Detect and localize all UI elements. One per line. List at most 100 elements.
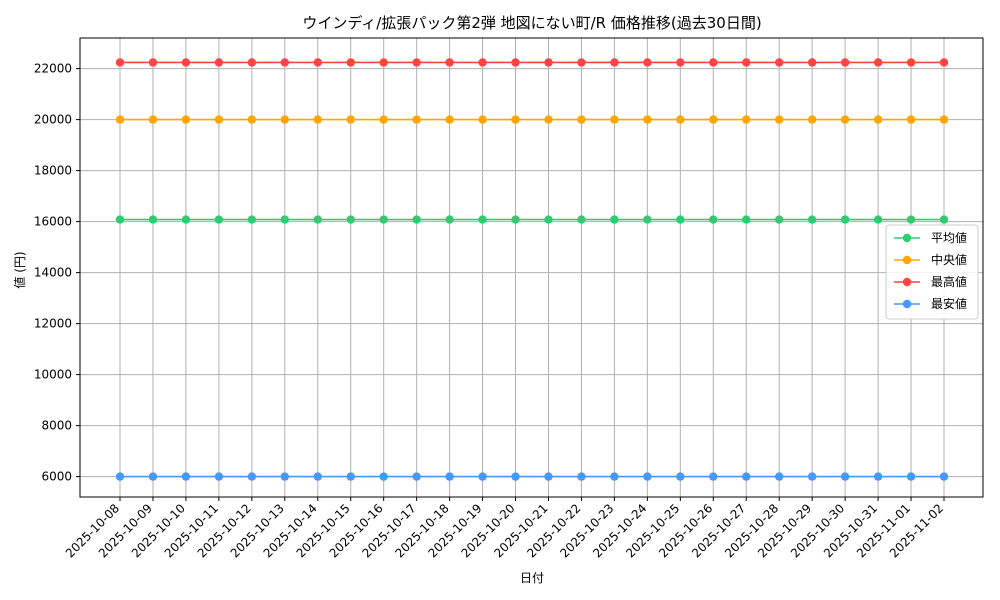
data-point bbox=[115, 115, 125, 124]
data-point bbox=[840, 115, 850, 124]
legend-item: 平均値 bbox=[894, 230, 967, 245]
data-point bbox=[676, 215, 685, 224]
legend-label: 中央値 bbox=[931, 252, 967, 267]
data-point bbox=[247, 472, 257, 481]
data-point bbox=[511, 58, 520, 67]
data-point bbox=[148, 472, 158, 481]
data-point bbox=[313, 215, 322, 224]
data-point bbox=[148, 115, 158, 124]
data-point bbox=[181, 215, 191, 224]
data-point bbox=[906, 215, 916, 224]
data-point bbox=[742, 58, 751, 67]
data-point bbox=[511, 115, 520, 124]
data-point bbox=[807, 115, 817, 124]
data-point bbox=[412, 215, 421, 224]
data-point bbox=[873, 58, 883, 67]
data-point bbox=[346, 115, 355, 124]
data-point bbox=[478, 215, 487, 224]
data-point bbox=[445, 215, 454, 224]
data-point bbox=[643, 58, 652, 67]
legend-swatch-marker bbox=[902, 255, 912, 265]
data-point bbox=[412, 472, 421, 481]
data-point bbox=[313, 115, 322, 124]
data-point bbox=[544, 115, 553, 124]
data-point bbox=[577, 215, 586, 224]
data-point bbox=[906, 472, 916, 481]
y-tick-label: 14000 bbox=[34, 266, 72, 280]
data-point bbox=[577, 58, 586, 67]
data-point bbox=[346, 58, 355, 67]
data-point bbox=[214, 115, 224, 124]
data-point bbox=[280, 58, 289, 67]
data-point bbox=[643, 215, 652, 224]
grid-lines bbox=[80, 38, 983, 497]
data-point bbox=[379, 215, 388, 224]
y-axis: 6000 8000 10000 12000 14000 16000 18000 20000 22… bbox=[34, 62, 80, 484]
data-point bbox=[478, 472, 487, 481]
x-axis: 2025-10-082025-10-092025-10-102025-10-11… bbox=[63, 497, 946, 560]
data-point bbox=[643, 472, 652, 481]
legend-label: 平均値 bbox=[931, 230, 967, 245]
data-point bbox=[939, 58, 949, 67]
data-point bbox=[214, 58, 224, 67]
series-group bbox=[115, 58, 949, 481]
y-tick-label: 12000 bbox=[34, 317, 72, 331]
chart-title: ウインディ/拡張パック第2弾 地図にない町/R 価格推移(過去30日間) bbox=[302, 14, 761, 32]
data-point bbox=[445, 115, 454, 124]
data-point bbox=[313, 472, 322, 481]
data-point bbox=[939, 215, 949, 224]
series-1 bbox=[115, 215, 949, 224]
y-tick-label: 8000 bbox=[41, 419, 72, 433]
data-point bbox=[115, 472, 125, 481]
data-point bbox=[807, 215, 817, 224]
data-point bbox=[742, 215, 751, 224]
data-point bbox=[577, 115, 586, 124]
data-point bbox=[346, 472, 355, 481]
data-point bbox=[247, 215, 257, 224]
legend-box bbox=[885, 224, 979, 320]
data-point bbox=[544, 472, 553, 481]
data-point bbox=[742, 115, 751, 124]
data-point bbox=[181, 115, 191, 124]
data-point bbox=[807, 58, 817, 67]
data-point bbox=[412, 58, 421, 67]
series-4 bbox=[115, 472, 949, 481]
y-tick-label: 20000 bbox=[34, 113, 72, 127]
data-point bbox=[148, 215, 158, 224]
data-point bbox=[840, 58, 850, 67]
y-tick-label: 16000 bbox=[34, 215, 72, 229]
data-point bbox=[775, 115, 784, 124]
data-point bbox=[709, 215, 718, 224]
data-point bbox=[709, 58, 718, 67]
data-point bbox=[775, 215, 784, 224]
data-point bbox=[313, 58, 322, 67]
data-point bbox=[807, 472, 817, 481]
data-point bbox=[247, 58, 257, 67]
data-point bbox=[643, 115, 652, 124]
y-tick-label: 18000 bbox=[34, 164, 72, 178]
legend-item: 最高値 bbox=[894, 274, 967, 289]
data-point bbox=[280, 472, 289, 481]
data-point bbox=[511, 215, 520, 224]
series-3 bbox=[115, 58, 949, 67]
data-point bbox=[610, 472, 619, 481]
data-point bbox=[873, 472, 883, 481]
data-point bbox=[709, 115, 718, 124]
data-point bbox=[906, 115, 916, 124]
legend-swatch-marker bbox=[902, 277, 912, 287]
data-point bbox=[511, 472, 520, 481]
y-tick-label: 22000 bbox=[34, 62, 72, 76]
legend-swatch-marker bbox=[902, 299, 912, 309]
data-point bbox=[939, 115, 949, 124]
y-tick-label: 10000 bbox=[34, 368, 72, 382]
data-point bbox=[214, 215, 224, 224]
data-point bbox=[544, 215, 553, 224]
data-point bbox=[280, 115, 289, 124]
data-point bbox=[412, 115, 421, 124]
data-point bbox=[939, 472, 949, 481]
data-point bbox=[115, 215, 125, 224]
x-axis-label: 日付 bbox=[520, 571, 544, 585]
data-point bbox=[280, 215, 289, 224]
legend-swatch-marker bbox=[902, 233, 912, 243]
